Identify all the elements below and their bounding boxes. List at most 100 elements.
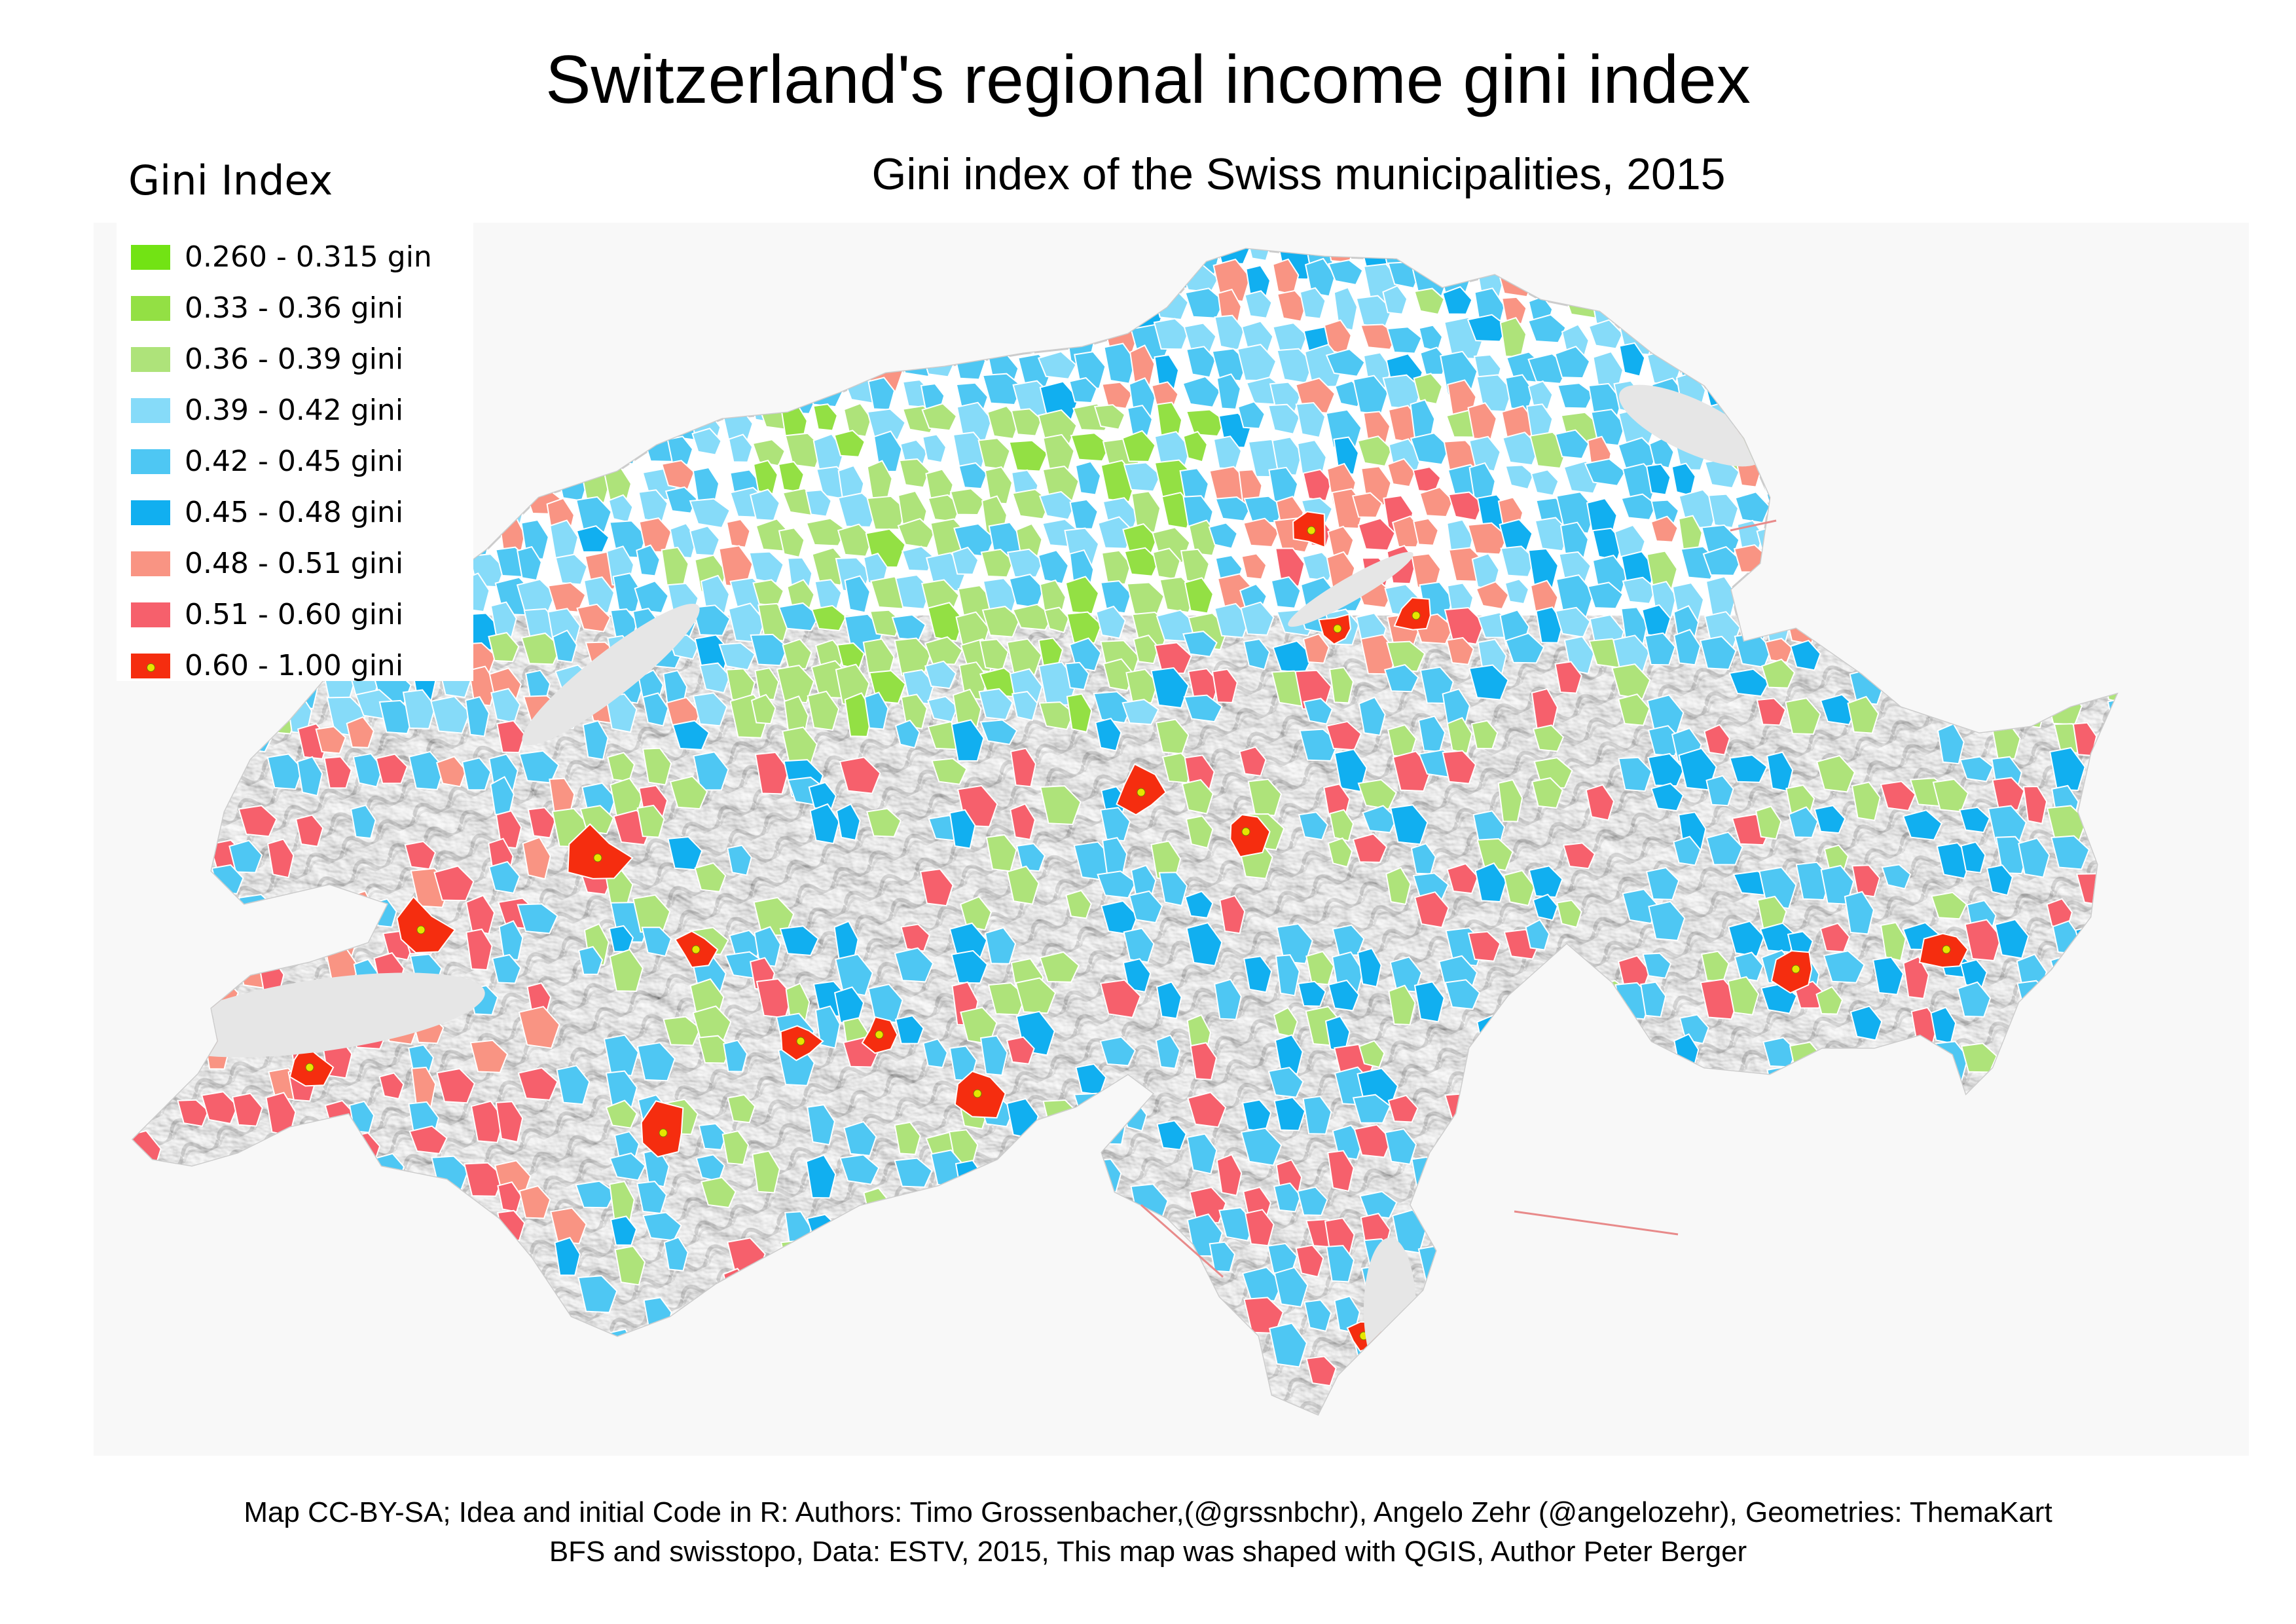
municipality-area — [1823, 844, 1850, 873]
municipality-area — [2162, 343, 2186, 387]
municipality-area — [1994, 919, 2030, 959]
municipality-area — [1015, 977, 1057, 1014]
municipality-area — [1209, 1241, 1236, 1273]
leader-line — [1730, 519, 1777, 532]
legend-item: 0.260 - 0.315 gin — [131, 237, 471, 276]
municipality-area — [929, 1297, 958, 1331]
municipality-area — [1905, 249, 1931, 265]
legend-swatch — [131, 654, 170, 678]
municipality-area — [1617, 249, 1658, 267]
municipality-area — [232, 1092, 263, 1127]
municipality-area — [1475, 249, 1503, 263]
municipality-area — [1842, 1179, 1879, 1210]
municipality-area — [1180, 1412, 1212, 1414]
municipality-area — [607, 752, 636, 783]
municipality-area — [1099, 979, 1142, 1019]
municipality-area — [323, 756, 352, 789]
municipality-area — [1766, 492, 1798, 520]
municipality-area — [1793, 581, 1831, 616]
municipality-area — [553, 430, 592, 473]
municipality-area — [1532, 724, 1565, 752]
municipality-area — [814, 320, 852, 358]
municipality-area — [2133, 1093, 2172, 1120]
municipality-area — [901, 1298, 935, 1335]
municipality-area — [980, 249, 1022, 272]
municipality-area — [1412, 466, 1442, 493]
municipality-area — [1183, 694, 1223, 723]
municipality-area — [2049, 1181, 2075, 1219]
credits-line-2: BFS and swisstopo, Data: ESTV, 2015, Thi… — [549, 1536, 1747, 1568]
municipality-area — [1586, 264, 1622, 298]
municipality-area — [1357, 779, 1397, 810]
municipality-area — [2025, 255, 2066, 299]
municipality-area — [1705, 260, 1745, 295]
municipality-area — [1100, 1410, 1142, 1414]
municipality-area — [2109, 349, 2117, 384]
municipality-area — [355, 1266, 384, 1305]
municipality-area — [1784, 347, 1815, 391]
municipality-area — [1187, 1091, 1227, 1128]
municipality-area — [1760, 262, 1795, 289]
municipality-area — [1065, 661, 1090, 691]
municipality-area — [1416, 249, 1443, 265]
municipality-area — [579, 263, 608, 295]
municipality-area — [1270, 576, 1302, 609]
municipality-area — [1525, 1382, 1566, 1414]
top-class-marker-dot — [1412, 611, 1421, 620]
municipality-area — [2104, 318, 2117, 360]
credits-line-1: Map CC-BY-SA; Idea and initial Code in R… — [244, 1496, 2052, 1528]
municipality-area — [1527, 380, 1554, 411]
municipality-area — [151, 1033, 192, 1064]
municipality-area — [750, 633, 788, 667]
municipality-area — [1123, 547, 1160, 577]
municipality-area — [839, 756, 881, 794]
municipality-area — [2110, 1359, 2117, 1401]
municipality-area — [1880, 781, 1916, 811]
municipality-area — [1095, 249, 1133, 263]
municipality-area — [1216, 1327, 1257, 1361]
municipality-area — [2077, 403, 2103, 434]
municipality-area — [490, 688, 521, 724]
municipality-area — [2228, 494, 2249, 519]
municipality-area — [661, 546, 689, 588]
municipality-area — [1650, 515, 1679, 543]
municipality-area — [1183, 322, 1217, 354]
municipality-area — [671, 350, 710, 385]
municipality-area — [2109, 1382, 2117, 1412]
municipality-area — [1935, 261, 1975, 298]
municipality-area — [1764, 637, 1793, 663]
municipality-area — [522, 260, 562, 290]
municipality-area — [1275, 547, 1305, 587]
municipality-area — [1154, 1241, 1187, 1270]
municipality-area — [1937, 723, 1965, 765]
municipality-area — [575, 437, 601, 464]
municipality-area — [1161, 1354, 1202, 1394]
municipality-area — [1529, 1124, 1565, 1153]
municipality-area — [614, 1246, 646, 1286]
municipality-area — [488, 249, 528, 262]
municipality-area — [133, 1303, 160, 1336]
municipality-area — [1245, 1209, 1275, 1247]
municipality-area — [609, 1153, 646, 1181]
map-canvas[interactable] — [94, 223, 2249, 1456]
municipality-area — [527, 807, 556, 839]
municipality-area — [2107, 697, 2117, 732]
municipality-area — [2190, 344, 2217, 377]
switzerland-map[interactable] — [94, 223, 2249, 1456]
municipality-area — [1791, 467, 1817, 506]
municipality-area — [465, 895, 496, 935]
municipality-area — [2017, 295, 2043, 335]
municipality-area — [1728, 754, 1768, 783]
municipality-area — [1987, 576, 2026, 616]
municipality-area — [752, 579, 784, 607]
municipality-area — [465, 696, 490, 737]
municipality-area — [1899, 1272, 1925, 1308]
municipality-area — [2022, 1329, 2056, 1371]
municipality-area — [2224, 441, 2249, 466]
municipality-area — [1991, 1411, 2032, 1414]
municipality-area — [2109, 1064, 2117, 1098]
municipality-area — [866, 408, 906, 440]
municipality-area — [2170, 553, 2198, 593]
municipality-area — [2224, 1158, 2249, 1187]
municipality-area — [2046, 1388, 2077, 1414]
